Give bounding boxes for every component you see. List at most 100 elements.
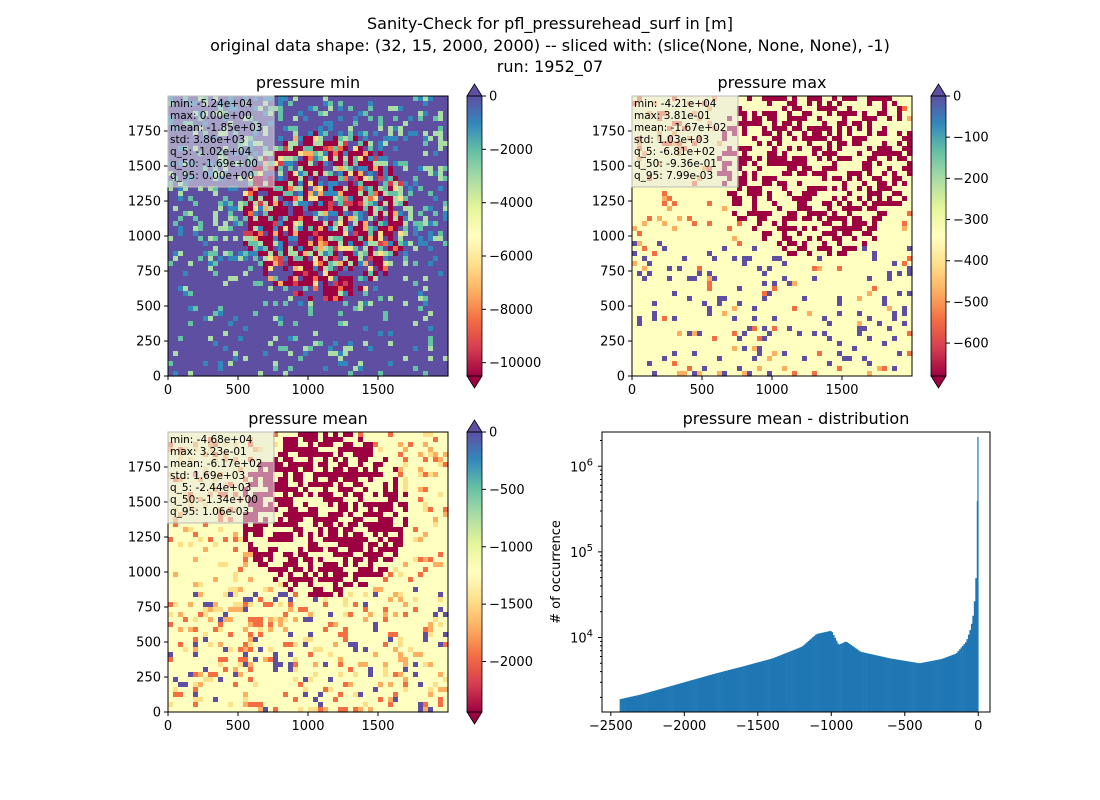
- heatmap-cell: [443, 331, 449, 337]
- heatmap-cell: [428, 351, 434, 357]
- heatmap-cell: [408, 111, 414, 117]
- heatmap-cell: [872, 136, 878, 142]
- heatmap-cell: [318, 166, 324, 172]
- heatmap-cell: [443, 291, 449, 297]
- heatmap-cell: [213, 221, 219, 227]
- heatmap-cell: [228, 276, 234, 282]
- heatmap-cell: [872, 131, 878, 137]
- heatmap-cell: [378, 166, 384, 172]
- heatmap-cell: [847, 136, 853, 142]
- heatmap-cell: [637, 206, 643, 212]
- heatmap-cell: [697, 221, 703, 227]
- heatmap-cell: [742, 241, 748, 247]
- heatmap-cell: [767, 196, 773, 202]
- heatmap-cell: [787, 221, 793, 227]
- heatmap-cell: [213, 356, 219, 362]
- heatmap-cell: [328, 106, 334, 112]
- heatmap-cell: [228, 291, 234, 297]
- heatmap-cell: [368, 111, 374, 117]
- heatmap-cell: [657, 206, 663, 212]
- heatmap-cell: [682, 206, 688, 212]
- heatmap-cell: [433, 206, 439, 212]
- heatmap-cell: [233, 326, 239, 332]
- heatmap-cell: [423, 96, 429, 102]
- heatmap-cell: [173, 231, 179, 237]
- heatmap-cell: [408, 266, 414, 272]
- heatmap-cell: [218, 206, 224, 212]
- heatmap-cell: [827, 181, 833, 187]
- heatmap-cell: [338, 161, 344, 167]
- heatmap-cell: [907, 236, 913, 242]
- heatmap-cell: [373, 286, 379, 292]
- heatmap-cell: [423, 371, 429, 377]
- heatmap-cell: [378, 151, 384, 157]
- heatmap-cell: [183, 216, 189, 222]
- heatmap-cell: [752, 231, 758, 237]
- heatmap-cell: [238, 311, 244, 317]
- heatmap-cell: [343, 231, 349, 237]
- heatmap-cell: [208, 251, 214, 257]
- heatmap-cell: [323, 201, 329, 207]
- heatmap-cell: [747, 101, 753, 107]
- heatmap-cell: [338, 311, 344, 317]
- heatmap-cell: [802, 211, 808, 217]
- heatmap-cell: [677, 246, 683, 252]
- heatmap-cell: [193, 216, 199, 222]
- heatmap-cell: [308, 171, 314, 177]
- heatmap-cell: [168, 271, 174, 277]
- heatmap-cell: [857, 116, 863, 122]
- heatmap-cell: [707, 211, 713, 217]
- heatmap-cell: [293, 341, 299, 347]
- heatmap-cell: [358, 201, 364, 207]
- heatmap-cell: [737, 126, 743, 132]
- heatmap-cell: [657, 201, 663, 207]
- heatmap-cell: [757, 96, 763, 102]
- heatmap-cell: [757, 171, 763, 177]
- heatmap-cell: [188, 316, 194, 322]
- heatmap-cell: [358, 241, 364, 247]
- heatmap-cell: [378, 361, 384, 367]
- heatmap-cell: [892, 246, 898, 252]
- heatmap-cell: [742, 231, 748, 237]
- heatmap-cell: [278, 241, 284, 247]
- heatmap-cell: [278, 326, 284, 332]
- heatmap-cell: [433, 276, 439, 282]
- heatmap-cell: [208, 311, 214, 317]
- heatmap-cell: [313, 116, 319, 122]
- heatmap-cell: [842, 191, 848, 197]
- heatmap-cell: [258, 266, 264, 272]
- heatmap-cell: [313, 221, 319, 227]
- heatmap-cell: [842, 136, 848, 142]
- heatmap-cell: [732, 211, 738, 217]
- y-tick-label: 500: [136, 300, 161, 315]
- heatmap-cell: [867, 111, 873, 117]
- heatmap-cell: [303, 261, 309, 267]
- heatmap-cell: [418, 346, 424, 352]
- heatmap-cell: [223, 346, 229, 352]
- heatmap-cell: [333, 236, 339, 242]
- heatmap-cell: [333, 286, 339, 292]
- heatmap-cell: [263, 246, 269, 252]
- heatmap-cell: [887, 201, 893, 207]
- heatmap-cell: [413, 356, 419, 362]
- heatmap-cell: [288, 141, 294, 147]
- heatmap-cell: [238, 201, 244, 207]
- heatmap-cell: [428, 341, 434, 347]
- heatmap-cell: [842, 116, 848, 122]
- heatmap-cell: [338, 371, 344, 377]
- heatmap-cell: [872, 176, 878, 182]
- heatmap-cell: [338, 281, 344, 287]
- heatmap-cell: [662, 206, 668, 212]
- heatmap-cell: [877, 226, 883, 232]
- heatmap-cell: [308, 241, 314, 247]
- heatmap-cell: [193, 266, 199, 272]
- heatmap-cell: [303, 146, 309, 152]
- heatmap-cell: [418, 251, 424, 257]
- heatmap-cell: [273, 246, 279, 252]
- heatmap-cell: [817, 216, 823, 222]
- heatmap-cell: [228, 306, 234, 312]
- heatmap-cell: [333, 346, 339, 352]
- heatmap-cell: [418, 196, 424, 202]
- heatmap-cell: [812, 251, 818, 257]
- heatmap-cell: [308, 206, 314, 212]
